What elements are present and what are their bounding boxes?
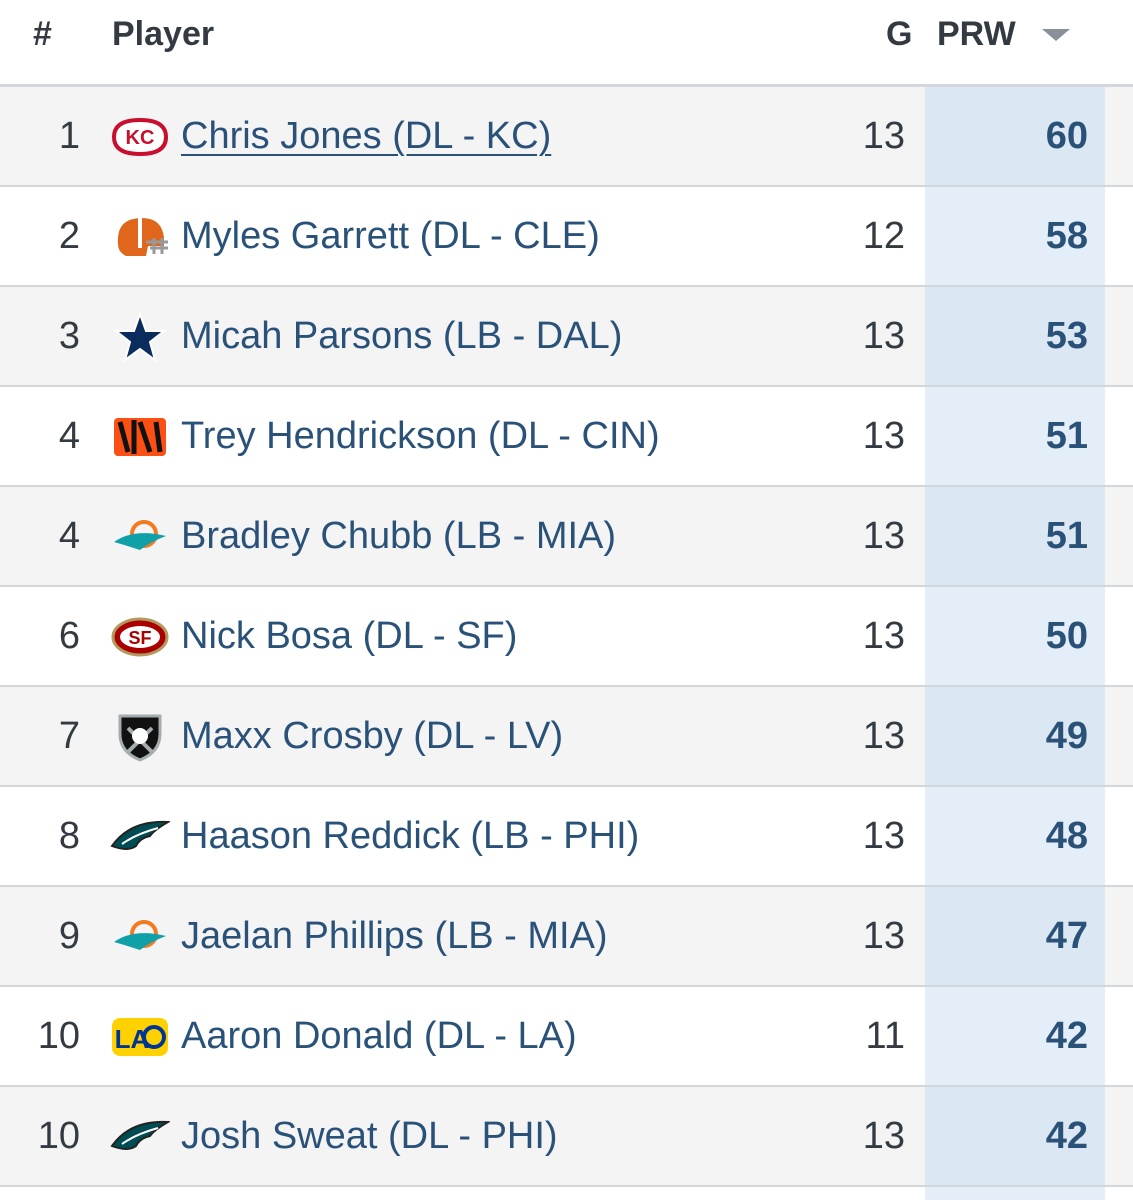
rank-cell: 4 (58, 515, 80, 557)
table-row[interactable]: 4 Bradley Chubb (LB - MIA) 13 51 (0, 487, 1133, 587)
prw-cell-background (925, 487, 1105, 585)
table-row[interactable]: 10 Josh Sweat (DL - PHI) 13 42 (0, 1087, 1133, 1187)
prw-cell-background (925, 1087, 1105, 1185)
table-row[interactable]: 4 Trey Hendrickson (DL - CIN) 13 51 (0, 387, 1133, 487)
prw-cell-background (925, 787, 1105, 885)
games-cell: 12 (862, 215, 905, 257)
table-row[interactable]: 3 Micah Parsons (LB - DAL) 13 53 (0, 287, 1133, 387)
rams-logo-icon: LA (110, 1012, 170, 1062)
prw-cell-background (925, 387, 1105, 485)
games-cell: 13 (862, 715, 905, 757)
rank-cell: 3 (58, 315, 80, 357)
prw-cell: 58 (1045, 215, 1088, 257)
column-header-rank[interactable]: # (33, 15, 52, 53)
table-row[interactable]: 6 SF Nick Bosa (DL - SF) 13 50 (0, 587, 1133, 687)
rank-cell: 10 (37, 1015, 80, 1057)
dolphins-logo-icon (110, 512, 170, 562)
prw-cell: 47 (1045, 915, 1088, 957)
rank-cell: 7 (58, 715, 80, 757)
games-cell: 13 (862, 315, 905, 357)
svg-text:KC: KC (126, 127, 155, 149)
table-row[interactable]: 9 Jaelan Phillips (LB - MIA) 13 47 (0, 887, 1133, 987)
prw-cell-background (925, 987, 1105, 1085)
games-cell: 13 (862, 915, 905, 957)
rank-cell: 6 (58, 615, 80, 657)
prw-cell: 42 (1045, 1115, 1088, 1157)
rank-cell: 2 (58, 215, 80, 257)
prw-cell: 50 (1045, 615, 1088, 657)
table-row[interactable]: 10 LA Aaron Donald (DL - LA) 11 42 (0, 987, 1133, 1087)
prw-cell: 53 (1045, 315, 1088, 357)
prw-cell: 48 (1045, 815, 1088, 857)
cowboys-star-icon (110, 312, 170, 362)
player-name-link[interactable]: Josh Sweat (DL - PHI) (181, 1115, 558, 1157)
eagles-logo-icon (110, 1112, 170, 1162)
rank-cell: 4 (58, 415, 80, 457)
prw-cell-background (925, 687, 1105, 785)
raiders-shield-icon (110, 712, 170, 762)
table-row[interactable]: 2 Myles Garrett (DL - CLE) 12 58 (0, 187, 1133, 287)
player-name-link[interactable]: Chris Jones (DL - KC) (181, 115, 552, 157)
games-cell: 13 (862, 1115, 905, 1157)
games-cell: 11 (865, 1015, 905, 1057)
games-cell: 13 (862, 415, 905, 457)
svg-text:SF: SF (128, 628, 151, 648)
prw-cell-background (925, 287, 1105, 385)
rank-cell: 9 (58, 915, 80, 957)
dolphins-logo-icon (110, 912, 170, 962)
games-cell: 13 (862, 115, 905, 157)
bengals-logo-icon (110, 412, 170, 462)
prw-cell: 42 (1045, 1015, 1088, 1057)
games-cell: 13 (862, 815, 905, 857)
49ers-logo-icon: SF (110, 612, 170, 662)
column-header-prw[interactable]: PRW (937, 15, 1016, 53)
browns-helmet-icon (110, 212, 170, 262)
prw-cell-background (925, 587, 1105, 685)
table-row[interactable]: 1 KC Chris Jones (DL - KC) 13 60 (0, 87, 1133, 187)
player-name-link[interactable]: Maxx Crosby (DL - LV) (181, 715, 564, 757)
games-cell: 13 (862, 515, 905, 557)
prw-cell: 49 (1045, 715, 1088, 757)
prw-cell: 51 (1045, 415, 1088, 457)
games-cell: 13 (862, 615, 905, 657)
table-body: 1 KC Chris Jones (DL - KC) 13 60 2 Myles Garre… (0, 87, 1133, 1187)
rank-cell: 10 (37, 1115, 80, 1157)
column-header-player[interactable]: Player (112, 15, 215, 53)
player-name-link[interactable]: Myles Garrett (DL - CLE) (181, 215, 600, 257)
player-name-link[interactable]: Haason Reddick (LB - PHI) (181, 815, 640, 857)
chiefs-logo-icon: KC (110, 112, 170, 162)
player-name-link[interactable]: Bradley Chubb (LB - MIA) (181, 515, 617, 557)
player-name-link[interactable]: Nick Bosa (DL - SF) (181, 615, 518, 657)
player-name-link[interactable]: Trey Hendrickson (DL - CIN) (181, 415, 660, 457)
table-row[interactable]: 8 Haason Reddick (LB - PHI) 13 48 (0, 787, 1133, 887)
table-row[interactable]: 7 Maxx Crosby (DL - LV) 13 49 (0, 687, 1133, 787)
prw-cell: 51 (1045, 515, 1088, 557)
rank-cell: 8 (58, 815, 80, 857)
prw-cell-background (925, 887, 1105, 985)
prw-cell: 60 (1045, 115, 1088, 157)
rank-cell: 1 (58, 115, 80, 157)
player-name-link[interactable]: Jaelan Phillips (LB - MIA) (181, 915, 608, 957)
table-header: # Player G PRW (0, 0, 1133, 87)
prw-cell-background (925, 87, 1105, 185)
eagles-logo-icon (110, 812, 170, 862)
player-name-link[interactable]: Aaron Donald (DL - LA) (181, 1015, 577, 1057)
column-header-games[interactable]: G (886, 15, 913, 53)
prw-cell-background (925, 187, 1105, 285)
player-name-link[interactable]: Micah Parsons (LB - DAL) (181, 315, 623, 357)
sort-descending-icon[interactable] (1042, 29, 1070, 41)
